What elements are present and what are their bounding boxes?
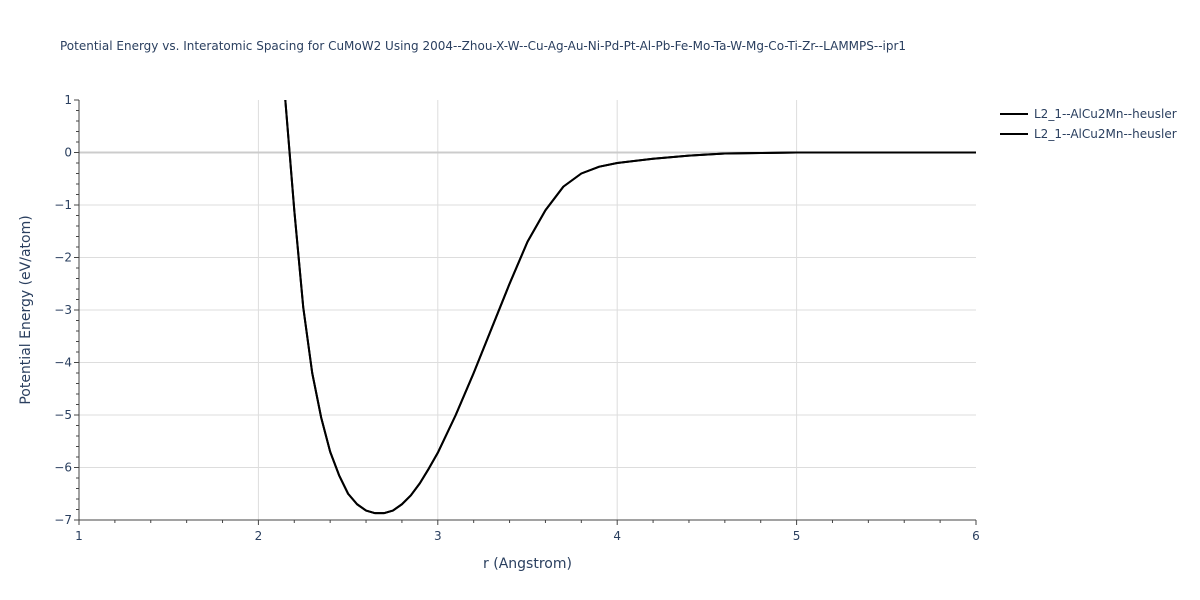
axes [74,99,977,525]
plot-area [284,100,976,515]
y-tick-label: 0 [64,146,72,160]
x-tick-label: 5 [793,529,801,543]
grid-lines [79,100,976,520]
series-line-2 [284,100,976,515]
y-tick-label: −2 [54,251,72,265]
x-axis-title: r (Angstrom) [483,556,572,572]
legend-label[interactable]: L2_1--AlCu2Mn--heusler [1034,107,1177,121]
x-tick-label: 6 [972,529,980,543]
chart-title: Potential Energy vs. Interatomic Spacing… [60,39,906,53]
x-tick-label: 3 [434,529,442,543]
y-tick-label: 1 [64,93,72,107]
y-tick-label: −6 [54,461,72,475]
x-tick-labels: 1 2 3 4 5 6 [75,529,980,543]
legend: L2_1--AlCu2Mn--heusler L2_1--AlCu2Mn--heu… [1000,107,1177,141]
x-tick-label: 2 [255,529,263,543]
y-tick-label: −7 [54,513,72,527]
y-tick-label: −4 [54,356,72,370]
y-tick-labels: 1 0 −1 −2 −3 −4 −5 −6 −7 [54,93,72,527]
x-tick-label: 4 [613,529,621,543]
y-tick-label: −1 [54,198,72,212]
x-tick-label: 1 [75,529,83,543]
legend-label[interactable]: L2_1--AlCu2Mn--heusler [1034,127,1177,141]
y-tick-label: −5 [54,408,72,422]
y-tick-label: −3 [54,303,72,317]
y-axis-title: Potential Energy (eV/atom) [18,215,34,404]
